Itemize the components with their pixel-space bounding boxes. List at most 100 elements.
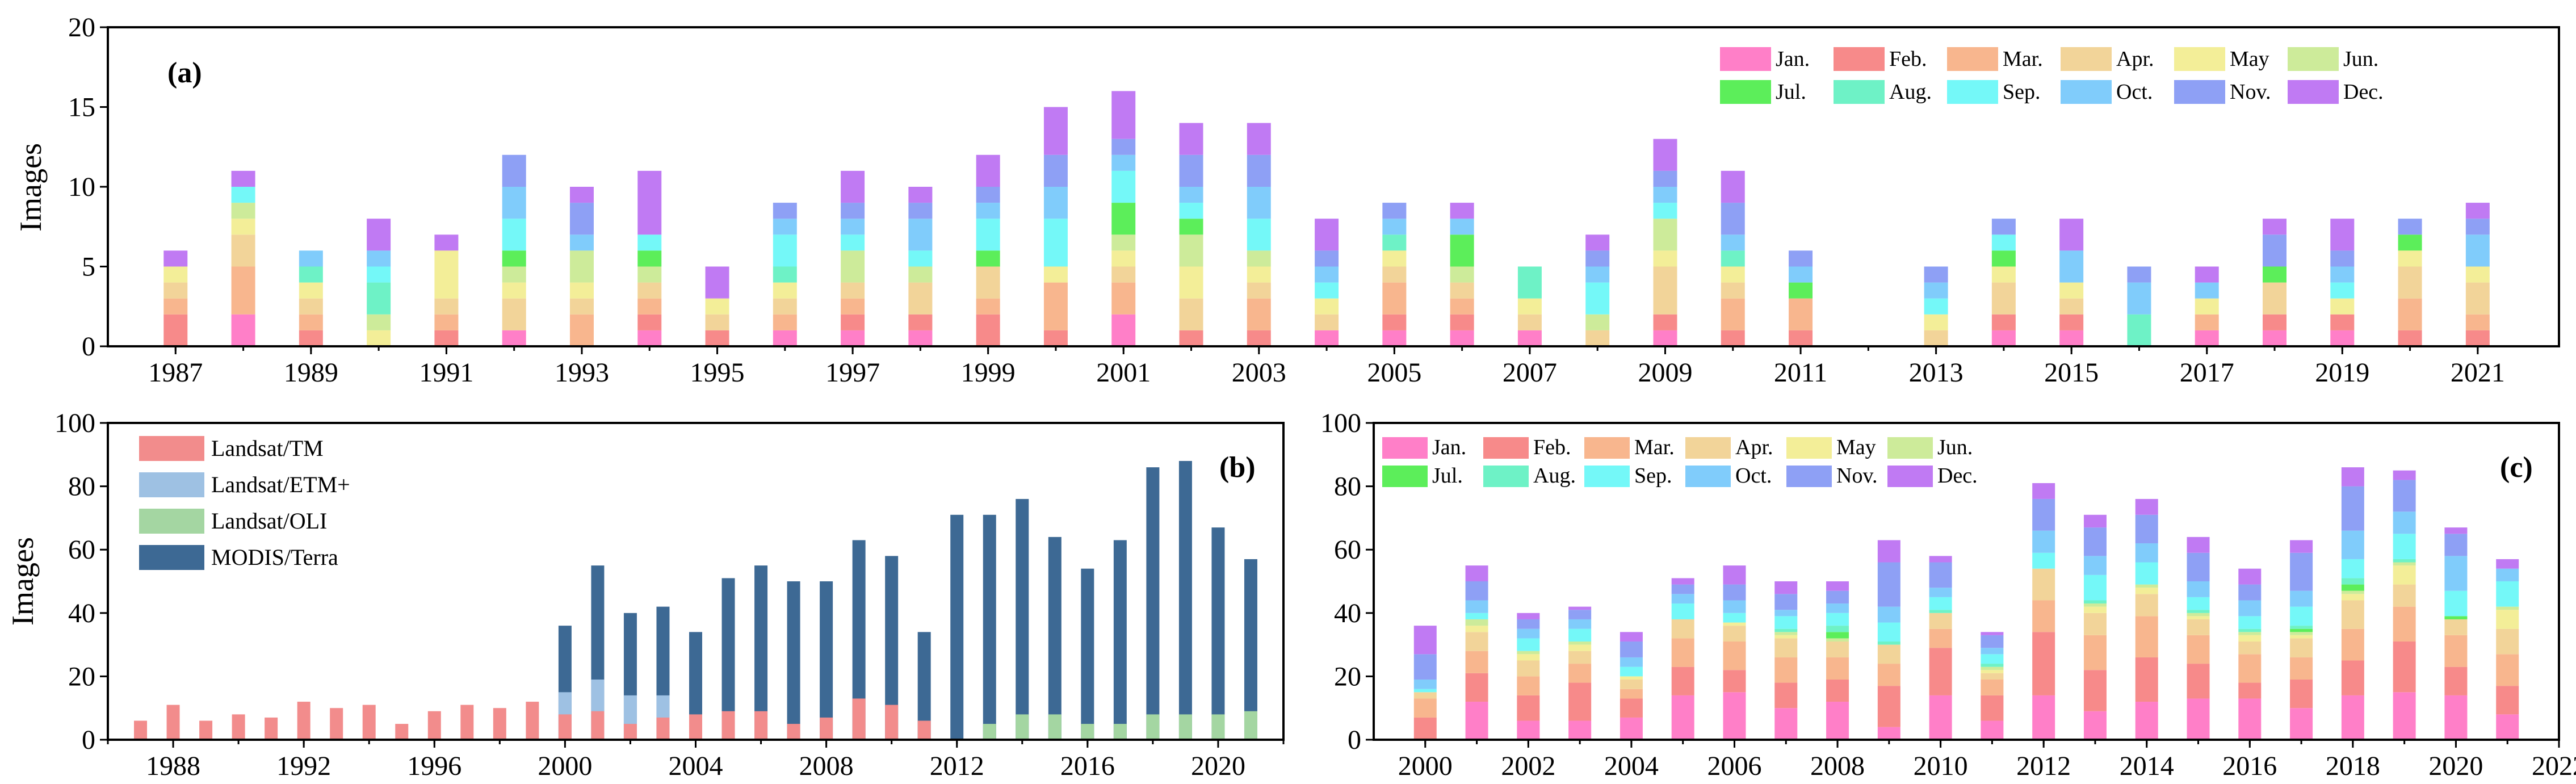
bar-c-2020-mar xyxy=(2444,635,2468,667)
b-xtick-label: 2012 xyxy=(930,751,984,781)
a-ytick-label: 20 xyxy=(68,12,95,43)
bar-c-2021-feb xyxy=(2496,686,2519,715)
panel-c-bars xyxy=(1413,467,2519,740)
bar-a-1999-sep xyxy=(976,219,1000,251)
legend-a-swatch xyxy=(2288,80,2339,104)
bar-c-2011-mar xyxy=(1981,679,2004,695)
bar-c-2017-apr xyxy=(2290,638,2313,657)
bar-a-2021-oct xyxy=(2465,234,2490,267)
bar-a-2003-sep xyxy=(1247,219,1271,251)
bar-c-2004-nov xyxy=(1620,642,1643,657)
panel-b-legend: Landsat/TM Landsat/ETM+ Landsat/OLI MODIS/T… xyxy=(139,435,350,570)
bar-c-2007-jan xyxy=(1774,708,1798,740)
bar-c-2019-apr xyxy=(2393,584,2416,607)
a-xtick-label: 2001 xyxy=(1096,358,1151,388)
bar-a-2013-may xyxy=(1924,314,1948,330)
bar-b-modisterra-2007 xyxy=(787,581,800,740)
bar-a-1991-mar xyxy=(434,314,459,330)
bar-c-2009-nov xyxy=(1877,562,1900,607)
bar-c-2010-dec xyxy=(1929,556,1952,563)
bar-a-2002-feb xyxy=(1179,330,1203,346)
bar-a-2004-may xyxy=(1315,298,1339,315)
bar-c-2013-nov xyxy=(2083,527,2107,556)
bar-a-2011-feb xyxy=(1789,330,1813,346)
bar-c-2000-sep xyxy=(1413,689,1437,693)
bar-a-2015-dec xyxy=(2059,219,2084,251)
bar-b-modisterra-2005 xyxy=(721,578,735,740)
panel-c-chart: 0 20 40 60 80 100 2000 2002 2004 2006 2008 2010 2012… xyxy=(1320,408,2576,781)
bar-b-landsattm-1994 xyxy=(362,705,376,740)
bar-c-2009-mar xyxy=(1877,664,1900,686)
bar-c-2002-nov xyxy=(1517,619,1540,629)
bar-a-1990-jun xyxy=(367,314,391,330)
bar-c-2020-apr xyxy=(2444,619,2468,635)
bar-a-2001-nov xyxy=(1111,139,1136,155)
bar-c-2003-jan xyxy=(1568,720,1592,740)
bar-c-2008-nov xyxy=(1826,590,1849,604)
panel-c-frame xyxy=(1373,422,2560,741)
bar-a-1990-oct xyxy=(367,250,391,267)
c-ytick-label: 80 xyxy=(1334,472,1361,502)
bar-c-2003-nov xyxy=(1568,610,1592,619)
bar-a-1993-nov xyxy=(569,203,594,235)
bar-a-2008-sep xyxy=(1585,282,1610,315)
legend-a-swatch xyxy=(1947,47,1998,71)
c-xtick-label: 2008 xyxy=(1810,751,1865,781)
b-ytick-label: 20 xyxy=(68,661,95,691)
bar-a-1993-apr xyxy=(569,298,594,315)
bar-a-1992-jun xyxy=(502,266,526,283)
a-xtick-label: 2015 xyxy=(2044,358,2099,388)
bar-b-landsatoli-2013 xyxy=(983,724,996,740)
bar-a-2013-nov xyxy=(1924,266,1948,283)
bar-c-2005-jan xyxy=(1671,695,1694,740)
bar-a-2015-may xyxy=(2059,282,2084,299)
bar-b-modisterra-2014 xyxy=(1016,498,1029,740)
bar-a-2004-jan xyxy=(1315,330,1339,346)
bar-a-1999-oct xyxy=(976,203,1000,219)
bar-a-1999-mar xyxy=(976,298,1000,315)
bar-a-2009-apr xyxy=(1653,266,1677,315)
legend-a-swatch xyxy=(2288,47,2339,71)
bar-c-2006-jan xyxy=(1723,692,1746,740)
bar-c-2018-may xyxy=(2341,594,2364,601)
bar-a-2006-feb xyxy=(1450,314,1474,330)
bar-a-2013-apr xyxy=(1924,330,1948,346)
bar-a-1994-sep xyxy=(637,234,662,251)
bar-a-2006-apr xyxy=(1450,282,1474,299)
bar-a-2001-mar xyxy=(1111,282,1136,315)
bar-c-2003-apr xyxy=(1568,651,1592,664)
legend-a-label: Aug. xyxy=(1889,80,1932,104)
bar-c-2006-mar xyxy=(1723,642,1746,670)
a-xtick-label: 2003 xyxy=(1232,358,1286,388)
bar-c-2003-oct xyxy=(1568,619,1592,629)
c-xtick-label: 2006 xyxy=(1707,751,1761,781)
bar-a-2004-oct xyxy=(1315,266,1339,283)
bar-c-2019-feb xyxy=(2393,642,2416,693)
bar-a-2006-jan xyxy=(1450,330,1474,346)
bar-c-2015-aug xyxy=(2187,610,2210,613)
c-xtick-label: 2020 xyxy=(2428,751,2483,781)
bar-a-2002-oct xyxy=(1179,187,1203,203)
bar-c-2015-sep xyxy=(2187,597,2210,610)
bar-c-2016-feb xyxy=(2238,682,2262,699)
a-xtick-label: 1997 xyxy=(825,358,880,388)
bar-a-1988-jun xyxy=(231,203,255,219)
legend-c-label: Feb. xyxy=(1533,435,1571,459)
bar-b-modisterra-2020 xyxy=(1211,527,1225,740)
bar-c-2019-sep xyxy=(2393,534,2416,559)
bar-c-2002-oct xyxy=(1517,628,1540,639)
bar-a-2019-jan xyxy=(2330,330,2355,346)
legend-a-label: Apr. xyxy=(2116,47,2154,71)
bar-a-2002-jun xyxy=(1179,234,1203,267)
bar-c-2021-jan xyxy=(2496,714,2519,740)
bar-c-2014-nov xyxy=(2135,514,2158,544)
legend-a-swatch xyxy=(2174,80,2225,104)
bar-a-2011-mar xyxy=(1789,298,1813,330)
bar-a-2020-may xyxy=(2398,250,2422,267)
bar-a-1991-apr xyxy=(434,298,459,315)
bar-a-2005-mar xyxy=(1382,282,1407,315)
bar-a-2014-jul xyxy=(1991,250,2016,267)
bar-c-2007-dec xyxy=(1774,581,1798,594)
c-xtick-label: 2016 xyxy=(2222,751,2277,781)
bar-b-landsattm-1999 xyxy=(526,702,539,740)
